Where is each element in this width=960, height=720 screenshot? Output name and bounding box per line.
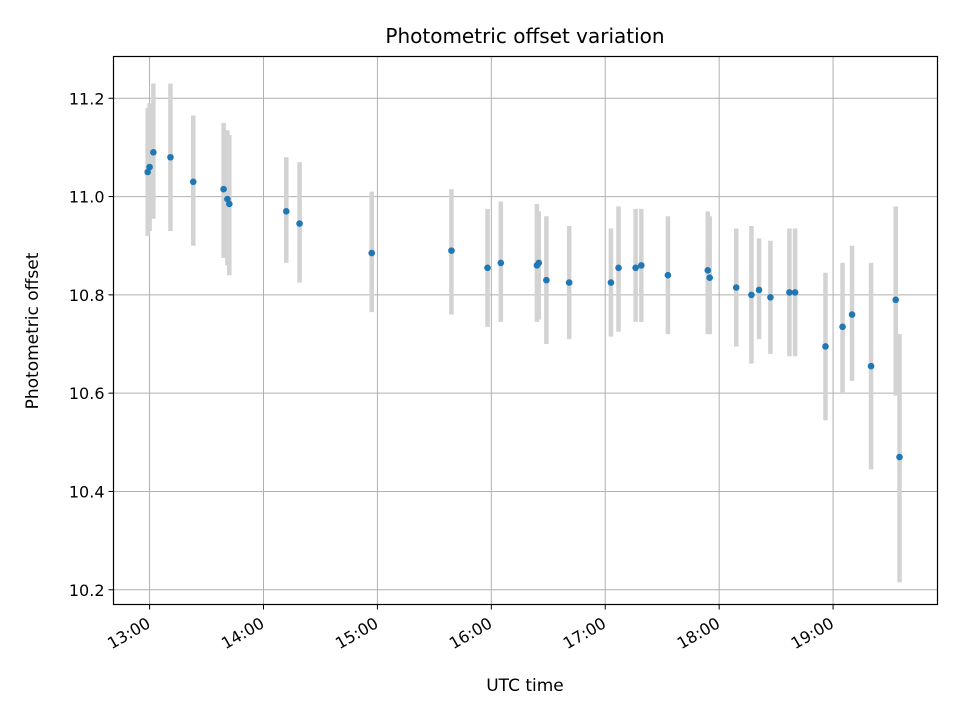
data-point (706, 274, 713, 281)
data-point (368, 249, 376, 257)
data-point (732, 284, 740, 291)
data-point (615, 264, 622, 272)
grid (113, 56, 938, 605)
data-point (167, 153, 174, 161)
data-point (839, 323, 846, 331)
data-point (664, 271, 672, 279)
y-tick-label: 11.0 (69, 188, 105, 207)
data-points (144, 149, 903, 461)
data-point (146, 163, 153, 171)
data-point (867, 362, 875, 370)
data-point (484, 264, 491, 272)
y-tick-label: 10.4 (69, 482, 105, 501)
data-point (755, 286, 763, 294)
data-point (189, 178, 197, 186)
data-point (543, 276, 550, 284)
y-axis: 10.2 10.4 10.6 10.8 11.0 11.2 (69, 89, 114, 600)
data-point (786, 289, 793, 296)
plot-frame (112, 55, 939, 606)
data-point (220, 185, 227, 193)
data-point (565, 279, 573, 286)
data-point (638, 262, 645, 269)
data-point (896, 453, 903, 461)
data-point (892, 296, 900, 304)
data-point (296, 220, 303, 227)
data-point (497, 259, 505, 267)
data-point (822, 343, 829, 350)
y-tick-label: 10.2 (69, 581, 105, 600)
y-tick-label: 10.6 (69, 384, 105, 403)
data-point (535, 259, 543, 267)
data-point (607, 279, 615, 286)
x-axis-label: UTC time (486, 676, 564, 696)
data-point (704, 266, 712, 274)
data-point (632, 264, 639, 272)
data-point (848, 311, 856, 318)
data-point (748, 291, 755, 299)
data-point (226, 200, 233, 208)
data-point (150, 149, 157, 156)
data-point (791, 289, 799, 296)
data-point (448, 247, 455, 254)
chart-title: Photometric offset variation (385, 24, 664, 48)
y-tick-label: 11.2 (69, 89, 105, 108)
data-point (282, 208, 290, 215)
y-axis-label: Photometric offset (23, 252, 43, 409)
data-point (767, 294, 774, 301)
y-tick-label: 10.8 (69, 286, 105, 305)
